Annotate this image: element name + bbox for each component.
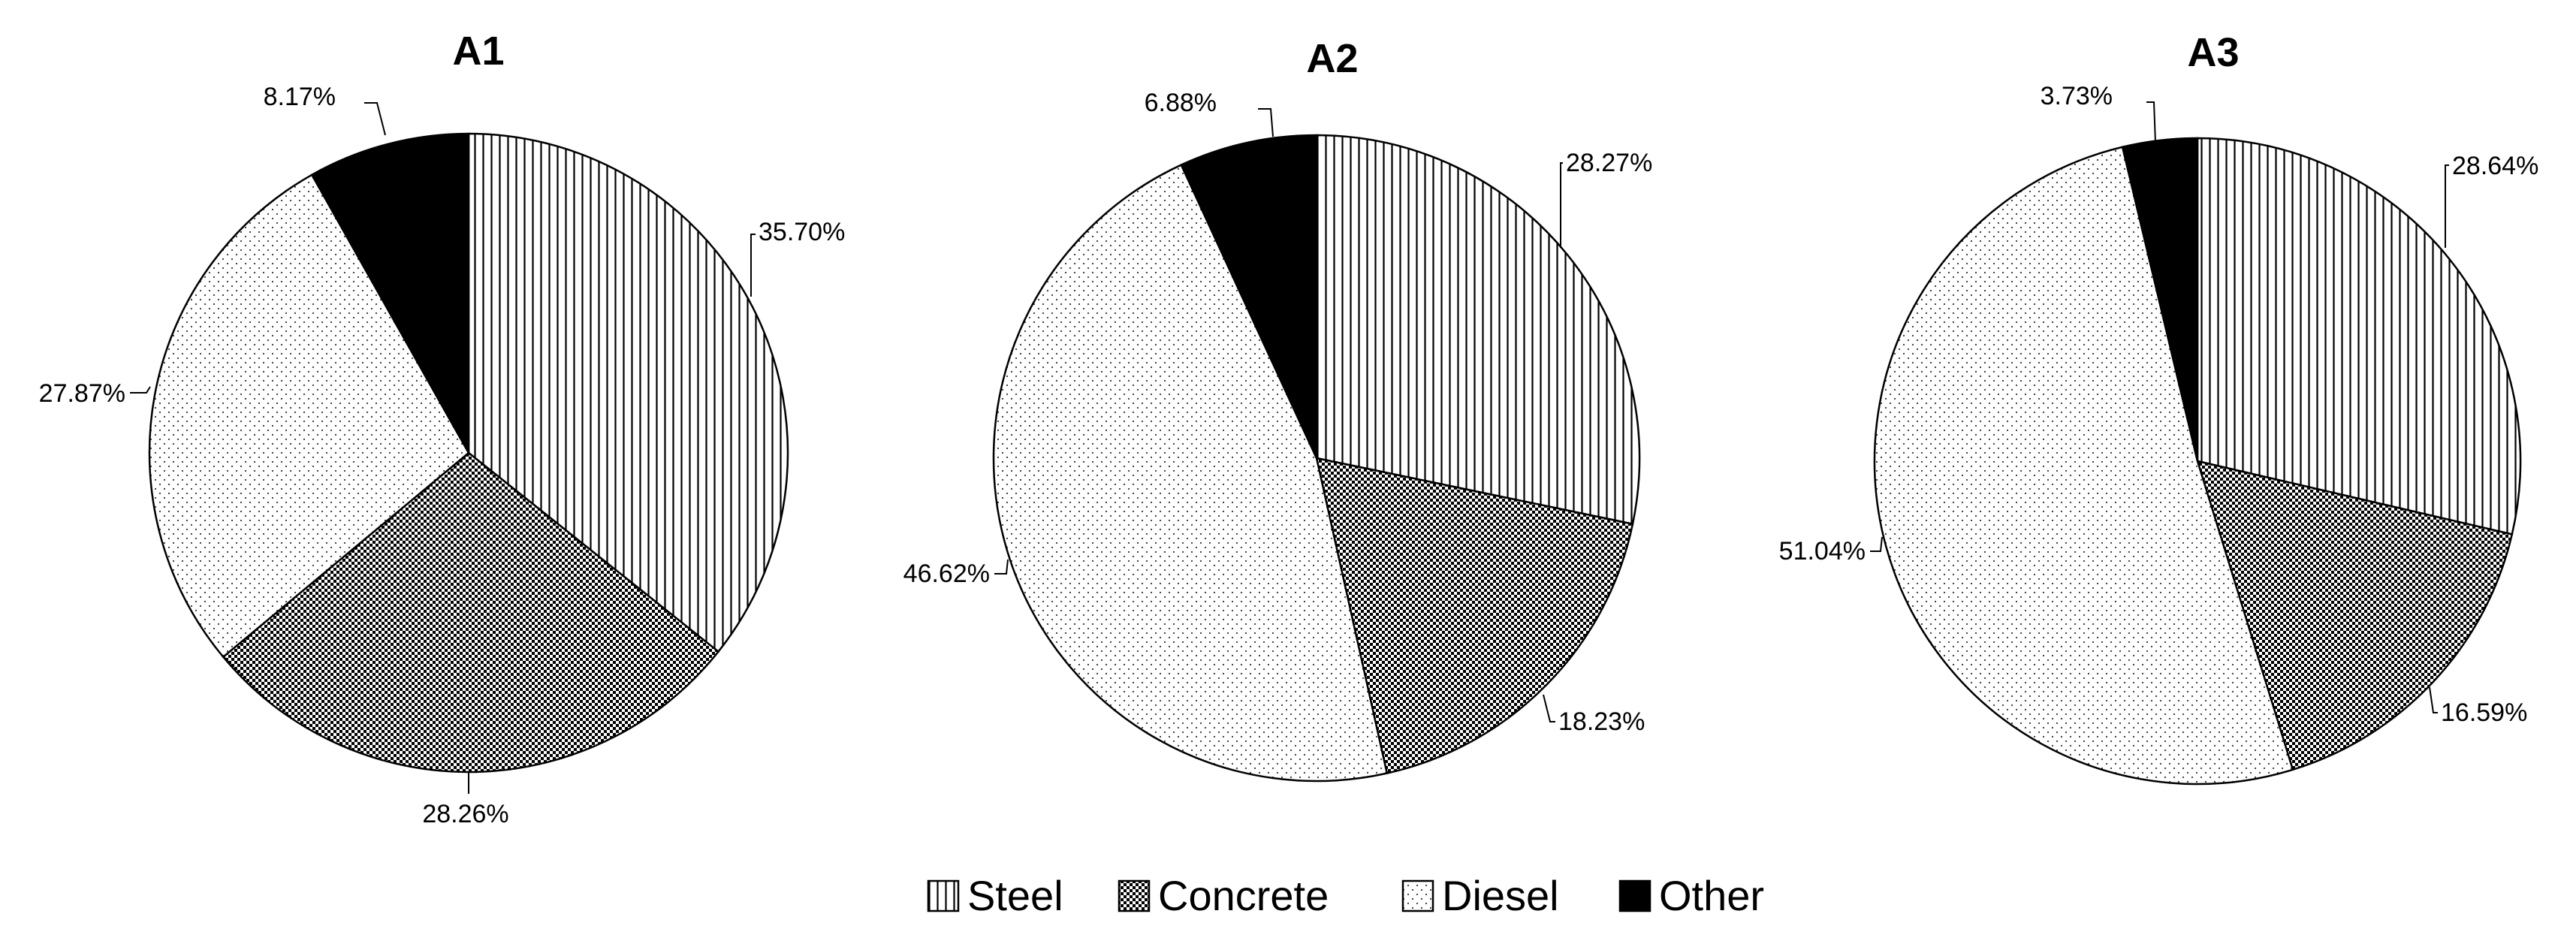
data-label-steel: 28.64% (2452, 152, 2538, 180)
pie-slice-steel (2196, 137, 2522, 535)
pie-slice-diesel (1873, 146, 2294, 786)
chart-title: A3 (2187, 30, 2239, 75)
chart-title: A1 (452, 29, 504, 74)
data-label-steel: 28.27% (1566, 149, 1652, 177)
data-label-other: 8.17% (264, 83, 336, 111)
legend-swatch-concrete (1118, 879, 1151, 912)
leader-line-steel (750, 234, 756, 297)
pie-chart-a1: A1 35.70% 28.26% 27.87% 8.17% (39, 29, 846, 828)
pie-slice-other (1180, 134, 1318, 459)
pie-slice-diesel (992, 163, 1389, 783)
leader-line-diesel (1870, 536, 1883, 552)
data-label-other: 6.88% (1145, 89, 1217, 117)
pie-slice-concrete (2196, 460, 2514, 771)
pie-chart-a3: A3 28.64% 16.59% 51.04% 3.73% (1779, 30, 2538, 786)
leader-line-diesel (130, 386, 151, 394)
data-label-concrete: 18.23% (1558, 707, 1645, 736)
pie-slice-concrete (222, 451, 720, 774)
data-label-concrete: 16.59% (2441, 698, 2527, 727)
legend-label-diesel: Diesel (1442, 872, 1559, 919)
data-label-diesel: 51.04% (1779, 537, 1866, 566)
legend-item-other: Other (1618, 872, 1764, 919)
data-label-steel: 35.70% (759, 218, 845, 246)
data-label-concrete: 28.26% (422, 800, 508, 828)
data-label-diesel: 27.87% (39, 379, 125, 408)
chart-title: A2 (1306, 36, 1358, 81)
legend-swatch-other (1618, 879, 1651, 912)
leader-line-other (1258, 108, 1274, 137)
pie-slice-diesel (148, 173, 470, 659)
legend-label-concrete: Concrete (1158, 872, 1329, 919)
legend-label-other: Other (1659, 872, 1764, 919)
pie-slice-steel (1315, 134, 1641, 526)
pie-slice-other (310, 132, 470, 457)
pie-slice-concrete (1315, 457, 1634, 775)
legend-item-concrete: Concrete (1118, 872, 1329, 919)
leader-line-other (364, 102, 386, 136)
legend-item-diesel: Diesel (1401, 872, 1559, 919)
leader-line-concrete (1543, 694, 1555, 722)
legend-label-steel: Steel (967, 872, 1063, 919)
legend-item-steel: Steel (927, 872, 1063, 919)
data-label-diesel: 46.62% (903, 559, 990, 588)
legend-swatch-steel (927, 879, 960, 912)
pie-slice-other (2121, 137, 2199, 462)
leader-line-steel (2445, 164, 2449, 248)
leader-line-steel (1560, 162, 1563, 248)
pie-slice-steel (467, 132, 789, 653)
data-label-other: 3.73% (2041, 82, 2113, 110)
leader-line-concrete (2429, 686, 2438, 713)
legend-swatch-diesel (1401, 879, 1434, 912)
leader-line-diesel (994, 559, 1009, 575)
pie-chart-a2: A2 28.27% 18.23% 46.62% 6.88% (903, 36, 1652, 783)
legend: Steel Concrete Diesel Other (927, 872, 1764, 919)
leader-line-other (2146, 101, 2156, 143)
